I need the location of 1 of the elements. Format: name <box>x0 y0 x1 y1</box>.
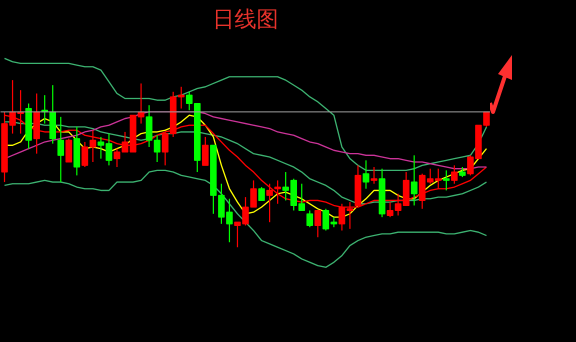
chart-title: 日线图 <box>212 8 278 32</box>
